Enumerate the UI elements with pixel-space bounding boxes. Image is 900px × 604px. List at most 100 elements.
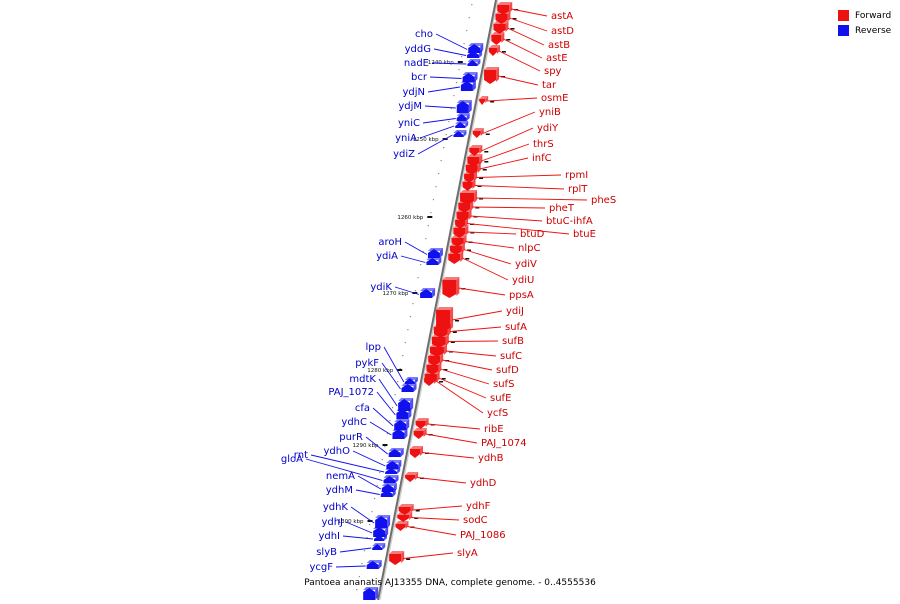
gene-marker xyxy=(441,378,446,380)
forward-leader xyxy=(412,505,463,511)
gene-marker xyxy=(450,341,455,343)
reverse-gene-label: yniA xyxy=(395,133,417,144)
scale-dot xyxy=(384,446,386,448)
forward-leader xyxy=(466,223,570,235)
forward-gene-label: sufD xyxy=(496,365,519,376)
forward-gene-label: tar xyxy=(542,80,557,91)
scale-dot xyxy=(463,43,465,45)
tick-label: 1270 kbp xyxy=(382,291,408,297)
axis-shadow xyxy=(378,0,499,601)
forward-gene-label: btuD xyxy=(520,229,545,240)
reverse-gene-label: ycgF xyxy=(309,562,333,573)
forward-gene xyxy=(397,512,413,522)
gene-marker xyxy=(490,101,495,103)
scale-dot xyxy=(371,511,373,513)
reverse-gene xyxy=(383,475,399,483)
forward-gene-label: btuE xyxy=(573,229,596,240)
reverse-gene xyxy=(372,543,386,550)
reverse-gene-label: ydhJ xyxy=(321,517,343,528)
reverse-gene-label: yddG xyxy=(405,44,431,55)
scale-dot xyxy=(399,368,401,370)
reverse-leader xyxy=(433,48,467,56)
scale-dot xyxy=(420,264,422,266)
reverse-gene-label: ydhM xyxy=(326,485,353,496)
gene-marker xyxy=(477,185,482,187)
legend: Forward Reverse xyxy=(838,8,891,38)
forward-leader xyxy=(411,517,460,521)
reverse-gene-label: ydiA xyxy=(376,251,398,262)
forward-gene-label: thrS xyxy=(533,139,554,150)
scale-dot xyxy=(443,147,445,149)
gene-marker xyxy=(512,18,517,20)
forward-gene xyxy=(493,21,509,34)
scale-dot xyxy=(466,30,468,32)
gene-marker xyxy=(443,369,448,371)
tick-mark xyxy=(382,444,388,446)
tick-mark xyxy=(457,61,463,63)
scale-dot xyxy=(440,160,442,162)
reverse-leader xyxy=(357,475,382,490)
gene-marker xyxy=(414,517,419,519)
forward-gene-label: nlpC xyxy=(518,243,540,254)
forward-gene-label: ppsA xyxy=(509,290,534,301)
reverse-gene xyxy=(373,534,387,541)
forward-leader xyxy=(427,423,481,430)
gene-marker xyxy=(482,169,487,171)
forward-gene xyxy=(491,32,505,45)
forward-gene-label: rplT xyxy=(568,184,588,195)
scale-dot xyxy=(445,134,447,136)
scale-dot xyxy=(453,95,455,97)
reverse-leader xyxy=(431,62,467,65)
forward-gene-label: btuC-ihfA xyxy=(546,216,593,227)
forward-leader xyxy=(435,380,484,414)
scale-dot xyxy=(471,4,473,6)
reverse-gene xyxy=(427,248,443,258)
scale-dot xyxy=(468,17,470,19)
reverse-gene-label: ydjM xyxy=(398,101,422,112)
forward-leader xyxy=(481,127,534,152)
reverse-gene-label: PAJ_1072 xyxy=(328,387,374,398)
reverse-leader xyxy=(378,378,398,407)
dots-layer xyxy=(356,4,473,591)
forward-gene xyxy=(389,551,405,565)
scale-dot xyxy=(389,420,391,422)
forward-leader xyxy=(476,197,588,201)
reverse-gene-label: gloA xyxy=(281,454,303,465)
reverse-leader xyxy=(424,105,456,109)
reverse-gene xyxy=(404,377,418,384)
gene-marker xyxy=(485,133,490,135)
forward-gene xyxy=(424,375,438,386)
reverse-leader xyxy=(345,521,373,534)
reverse-gene-label: lpp xyxy=(366,342,381,353)
forward-gene-label: osmE xyxy=(541,93,568,104)
reverse-leader xyxy=(376,391,396,416)
forward-leader xyxy=(407,526,457,536)
reverse-gene-label: aroH xyxy=(378,237,402,248)
gene-marker xyxy=(406,558,411,560)
forward-leader xyxy=(487,97,538,102)
reverse-gene-label: pykF xyxy=(355,358,379,369)
reverse-leader xyxy=(342,535,374,540)
forward-gene-label: sufA xyxy=(505,322,527,333)
scale-dot xyxy=(414,290,417,292)
reverse-gene-label: purR xyxy=(339,432,363,443)
forward-leader xyxy=(403,552,454,559)
forward-leader xyxy=(447,340,499,342)
reverse-gene-label: rnt xyxy=(294,450,308,461)
reverse-gene xyxy=(401,383,417,392)
forward-leader xyxy=(417,477,467,484)
reverse-gene xyxy=(396,408,412,419)
reverse-gene-label: slyB xyxy=(316,547,337,558)
scale-dot xyxy=(402,355,404,357)
forward-gene-label: ydiV xyxy=(515,259,537,270)
forward-gene-label: sodC xyxy=(463,515,488,526)
forward-gene-label: sufC xyxy=(500,351,522,362)
forward-gene-label: pheS xyxy=(591,195,616,206)
forward-gene-label: PAJ_1086 xyxy=(460,530,506,541)
tick-mark xyxy=(427,216,433,218)
forward-leader xyxy=(445,350,497,357)
reverse-leader xyxy=(383,346,405,383)
reverse-gene xyxy=(467,50,483,58)
reverse-leader xyxy=(339,547,372,553)
